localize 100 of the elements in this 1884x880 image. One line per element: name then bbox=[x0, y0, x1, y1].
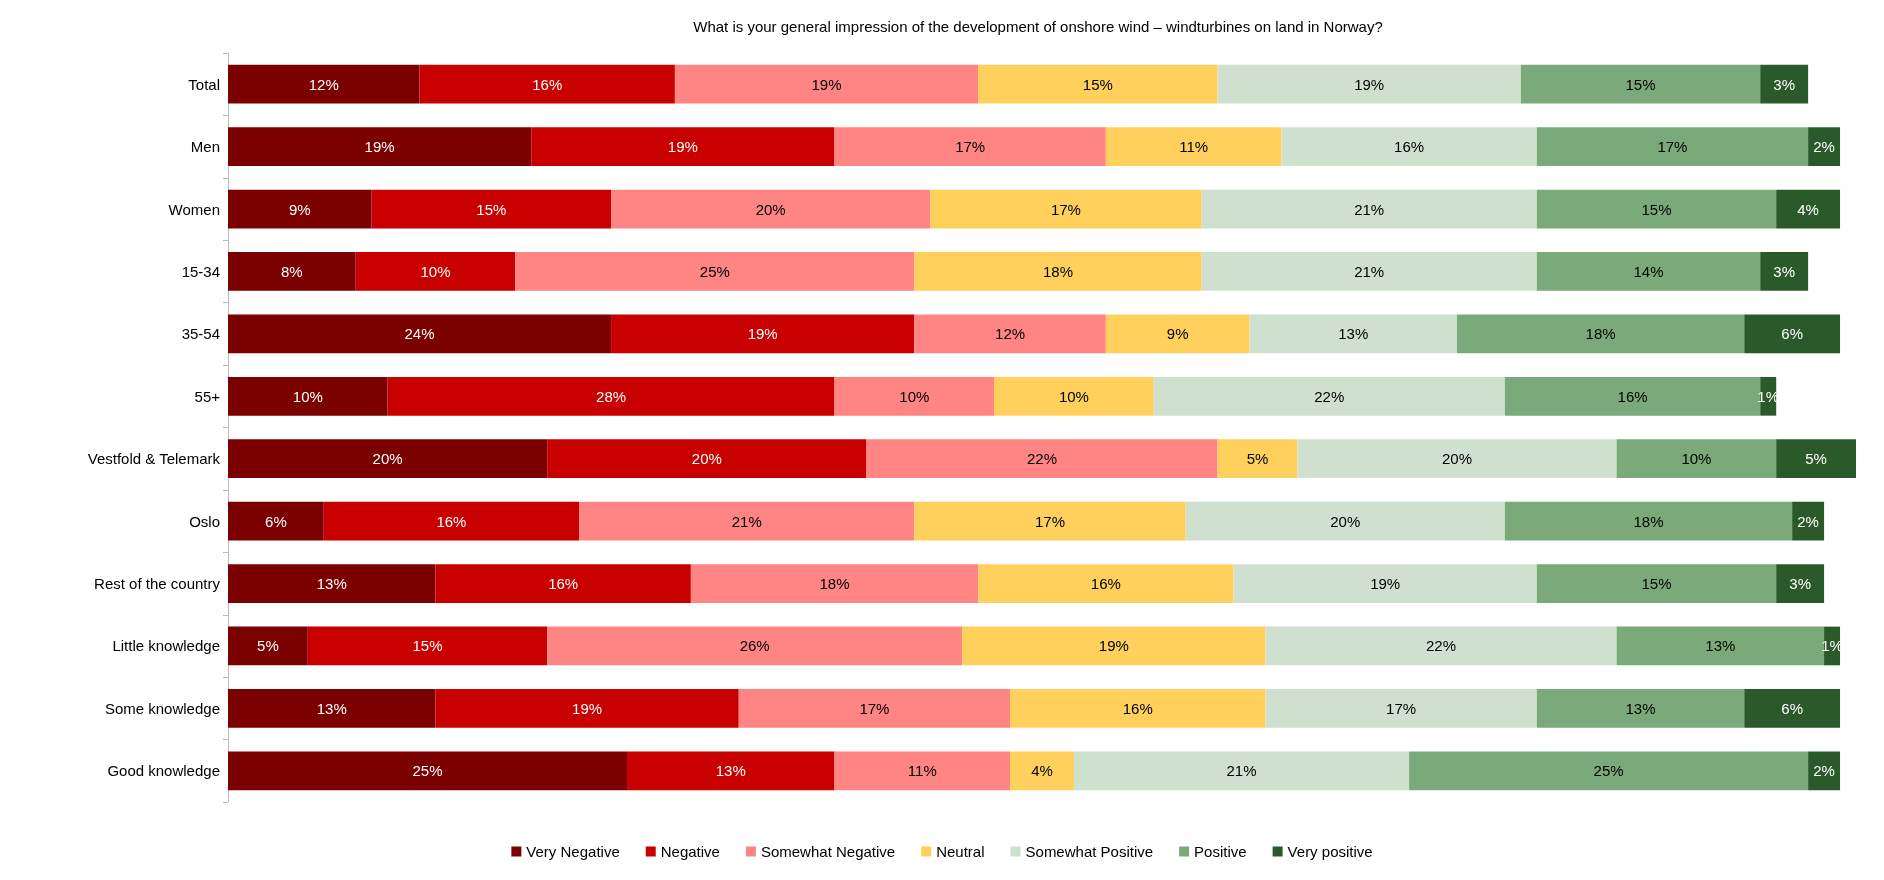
bar bbox=[611, 314, 915, 354]
y-tick-label: Men bbox=[190, 138, 220, 156]
data-label: 11% bbox=[1179, 138, 1209, 156]
data-label: 22% bbox=[1426, 637, 1457, 655]
data-label: 15% bbox=[412, 637, 443, 655]
bar bbox=[355, 252, 516, 291]
data-label: 21% bbox=[1354, 262, 1385, 280]
bar bbox=[307, 626, 548, 666]
data-label: 6% bbox=[1781, 325, 1803, 343]
bar bbox=[371, 189, 612, 229]
bar bbox=[1105, 127, 1282, 166]
data-label: 16% bbox=[1617, 387, 1648, 405]
data-label: 18% bbox=[1585, 325, 1616, 343]
bar bbox=[1201, 189, 1537, 229]
data-label: 20% bbox=[755, 200, 786, 218]
bar bbox=[435, 564, 691, 603]
bar bbox=[228, 439, 548, 479]
bar bbox=[1249, 314, 1457, 354]
legend-label: Somewhat Negative bbox=[760, 843, 896, 860]
data-label: 26% bbox=[739, 637, 770, 655]
data-label: 18% bbox=[1633, 512, 1664, 530]
bar bbox=[1776, 189, 1841, 229]
data-label: 13% bbox=[316, 575, 347, 593]
data-label: 2% bbox=[1797, 512, 1819, 530]
data-label: 17% bbox=[1386, 699, 1417, 717]
bar bbox=[1281, 127, 1537, 166]
data-label: 17% bbox=[859, 699, 890, 717]
data-label: 19% bbox=[1354, 75, 1385, 93]
data-label: 19% bbox=[1098, 637, 1129, 655]
data-label: 3% bbox=[1773, 75, 1796, 93]
data-label: 25% bbox=[412, 762, 443, 780]
data-label: 16% bbox=[436, 512, 467, 530]
y-tick-label: Women bbox=[168, 200, 220, 218]
data-label: 13% bbox=[316, 699, 347, 717]
bar bbox=[1105, 314, 1250, 354]
bar bbox=[834, 376, 995, 416]
data-label: 16% bbox=[1090, 575, 1121, 593]
data-label: 6% bbox=[1781, 699, 1803, 717]
bar bbox=[228, 127, 532, 166]
data-label: 20% bbox=[1441, 450, 1472, 468]
bar bbox=[228, 376, 388, 416]
bar bbox=[962, 626, 1266, 666]
bar bbox=[914, 314, 1106, 354]
data-label: 10% bbox=[292, 387, 323, 405]
bar bbox=[1265, 626, 1617, 666]
data-label: 22% bbox=[1026, 450, 1058, 468]
bar bbox=[1616, 439, 1777, 479]
data-label: 9% bbox=[288, 200, 311, 218]
data-label: 8% bbox=[281, 262, 303, 280]
legend-label: Very Negative bbox=[526, 843, 620, 860]
bar bbox=[1185, 501, 1505, 541]
bar bbox=[228, 189, 372, 229]
data-label: 13% bbox=[1705, 637, 1736, 655]
data-label: 20% bbox=[1330, 512, 1361, 530]
bar bbox=[1760, 252, 1809, 291]
data-label: 12% bbox=[308, 75, 339, 93]
bar bbox=[1233, 564, 1537, 603]
bar bbox=[323, 501, 580, 541]
bar bbox=[1808, 127, 1841, 166]
legend-label: Negative bbox=[660, 843, 720, 860]
bar bbox=[1536, 127, 1809, 166]
data-label: 28% bbox=[596, 387, 627, 405]
bar bbox=[978, 564, 1234, 603]
y-tick-label: Rest of the country bbox=[94, 575, 221, 593]
bar bbox=[914, 501, 1186, 541]
bar bbox=[228, 314, 612, 354]
data-label: 15% bbox=[1641, 575, 1672, 593]
data-label: 10% bbox=[420, 262, 451, 280]
data-label: 13% bbox=[1625, 699, 1656, 717]
data-label: 6% bbox=[265, 512, 287, 530]
bar bbox=[1744, 689, 1841, 728]
data-label: 14% bbox=[1633, 262, 1664, 280]
data-label: 10% bbox=[899, 387, 930, 405]
bar bbox=[1073, 751, 1410, 791]
data-label: 2% bbox=[1813, 762, 1835, 780]
bar bbox=[930, 189, 1202, 229]
data-label: 16% bbox=[548, 575, 579, 593]
data-label: 18% bbox=[1042, 262, 1073, 280]
bar bbox=[228, 626, 308, 666]
data-label: 16% bbox=[532, 75, 563, 93]
data-label: 13% bbox=[1338, 325, 1369, 343]
bar bbox=[834, 127, 1106, 166]
data-label: 19% bbox=[747, 325, 778, 343]
bar bbox=[1297, 439, 1617, 479]
data-label: 3% bbox=[1789, 575, 1811, 593]
data-label: 10% bbox=[1058, 387, 1089, 405]
data-label: 13% bbox=[715, 762, 746, 780]
bar bbox=[611, 189, 931, 229]
bar bbox=[1536, 189, 1777, 229]
y-tick-label: 35-54 bbox=[181, 325, 220, 343]
y-tick-label: Vestfold & Telemark bbox=[87, 450, 221, 468]
data-label: 25% bbox=[1593, 762, 1624, 780]
bar bbox=[419, 64, 675, 104]
legend-label: Neutral bbox=[936, 843, 985, 860]
bar bbox=[1217, 64, 1521, 104]
data-label: 19% bbox=[1370, 575, 1401, 593]
y-tick-label: Oslo bbox=[189, 512, 220, 530]
data-label: 17% bbox=[1050, 200, 1081, 218]
legend-label: Somewhat Positive bbox=[1025, 843, 1154, 860]
data-label: 16% bbox=[1122, 699, 1153, 717]
